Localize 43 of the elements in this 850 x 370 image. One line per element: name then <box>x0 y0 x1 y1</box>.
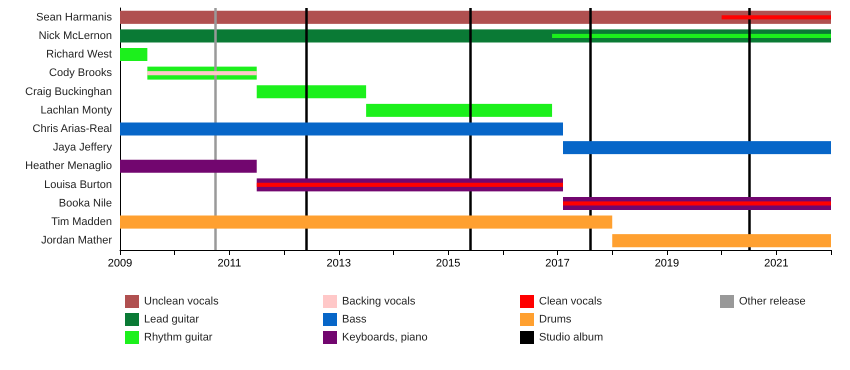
y-tick-label: Heather Menaglio <box>25 160 112 172</box>
y-tick-label: Chris Arias-Real <box>32 123 112 135</box>
y-tick-label: Craig Buckinghan <box>25 86 112 98</box>
legend-label: Keyboards, piano <box>342 332 428 344</box>
legend-label: Studio album <box>539 332 604 344</box>
bar <box>256 85 366 98</box>
x-tick-label: 2019 <box>654 258 680 270</box>
x-tick-label: 2017 <box>545 258 570 270</box>
y-tick-label: Jordan Mather <box>41 234 112 247</box>
legend-label: Clean vocals <box>539 296 602 308</box>
y-tick-label: Louisa Burton <box>44 178 112 191</box>
y-tick-label: Richard West <box>46 48 112 61</box>
y-tick-label: Booka Nile <box>58 197 112 210</box>
bar <box>120 216 612 229</box>
bar <box>366 104 552 117</box>
legend-label: Unclean vocals <box>144 296 220 308</box>
legend-label: Drums <box>539 314 572 326</box>
y-tick-label: Sean Harmanis <box>36 11 112 24</box>
x-tick-label: 2015 <box>436 258 460 270</box>
bar <box>120 160 257 173</box>
legend-label: Backing vocals <box>342 296 416 308</box>
bar <box>120 48 148 62</box>
legend-label: Other release <box>739 296 806 308</box>
legend-label: Rhythm guitar <box>144 332 213 344</box>
y-tick-label: Jaya Jeffery <box>52 142 112 154</box>
bar <box>563 141 831 154</box>
legend-label: Bass <box>342 314 367 326</box>
x-tick-label: 2021 <box>764 258 789 270</box>
y-tick-label: Nick McLernon <box>38 30 112 42</box>
bar <box>256 182 564 187</box>
legend-label: Lead guitar <box>144 314 200 326</box>
bar <box>120 10 831 24</box>
y-tick-label: Tim Madden <box>51 216 112 228</box>
bar <box>120 122 564 136</box>
bar <box>563 201 831 206</box>
x-tick-label: 2009 <box>108 258 132 270</box>
y-tick-label: Cody Brooks <box>49 67 112 80</box>
x-tick-label: 2013 <box>326 258 352 270</box>
x-tick-label: 2011 <box>218 258 242 270</box>
bar <box>722 15 831 20</box>
y-tick-label: Lachlan Monty <box>40 104 112 116</box>
bar <box>147 71 257 76</box>
bar <box>612 234 831 248</box>
